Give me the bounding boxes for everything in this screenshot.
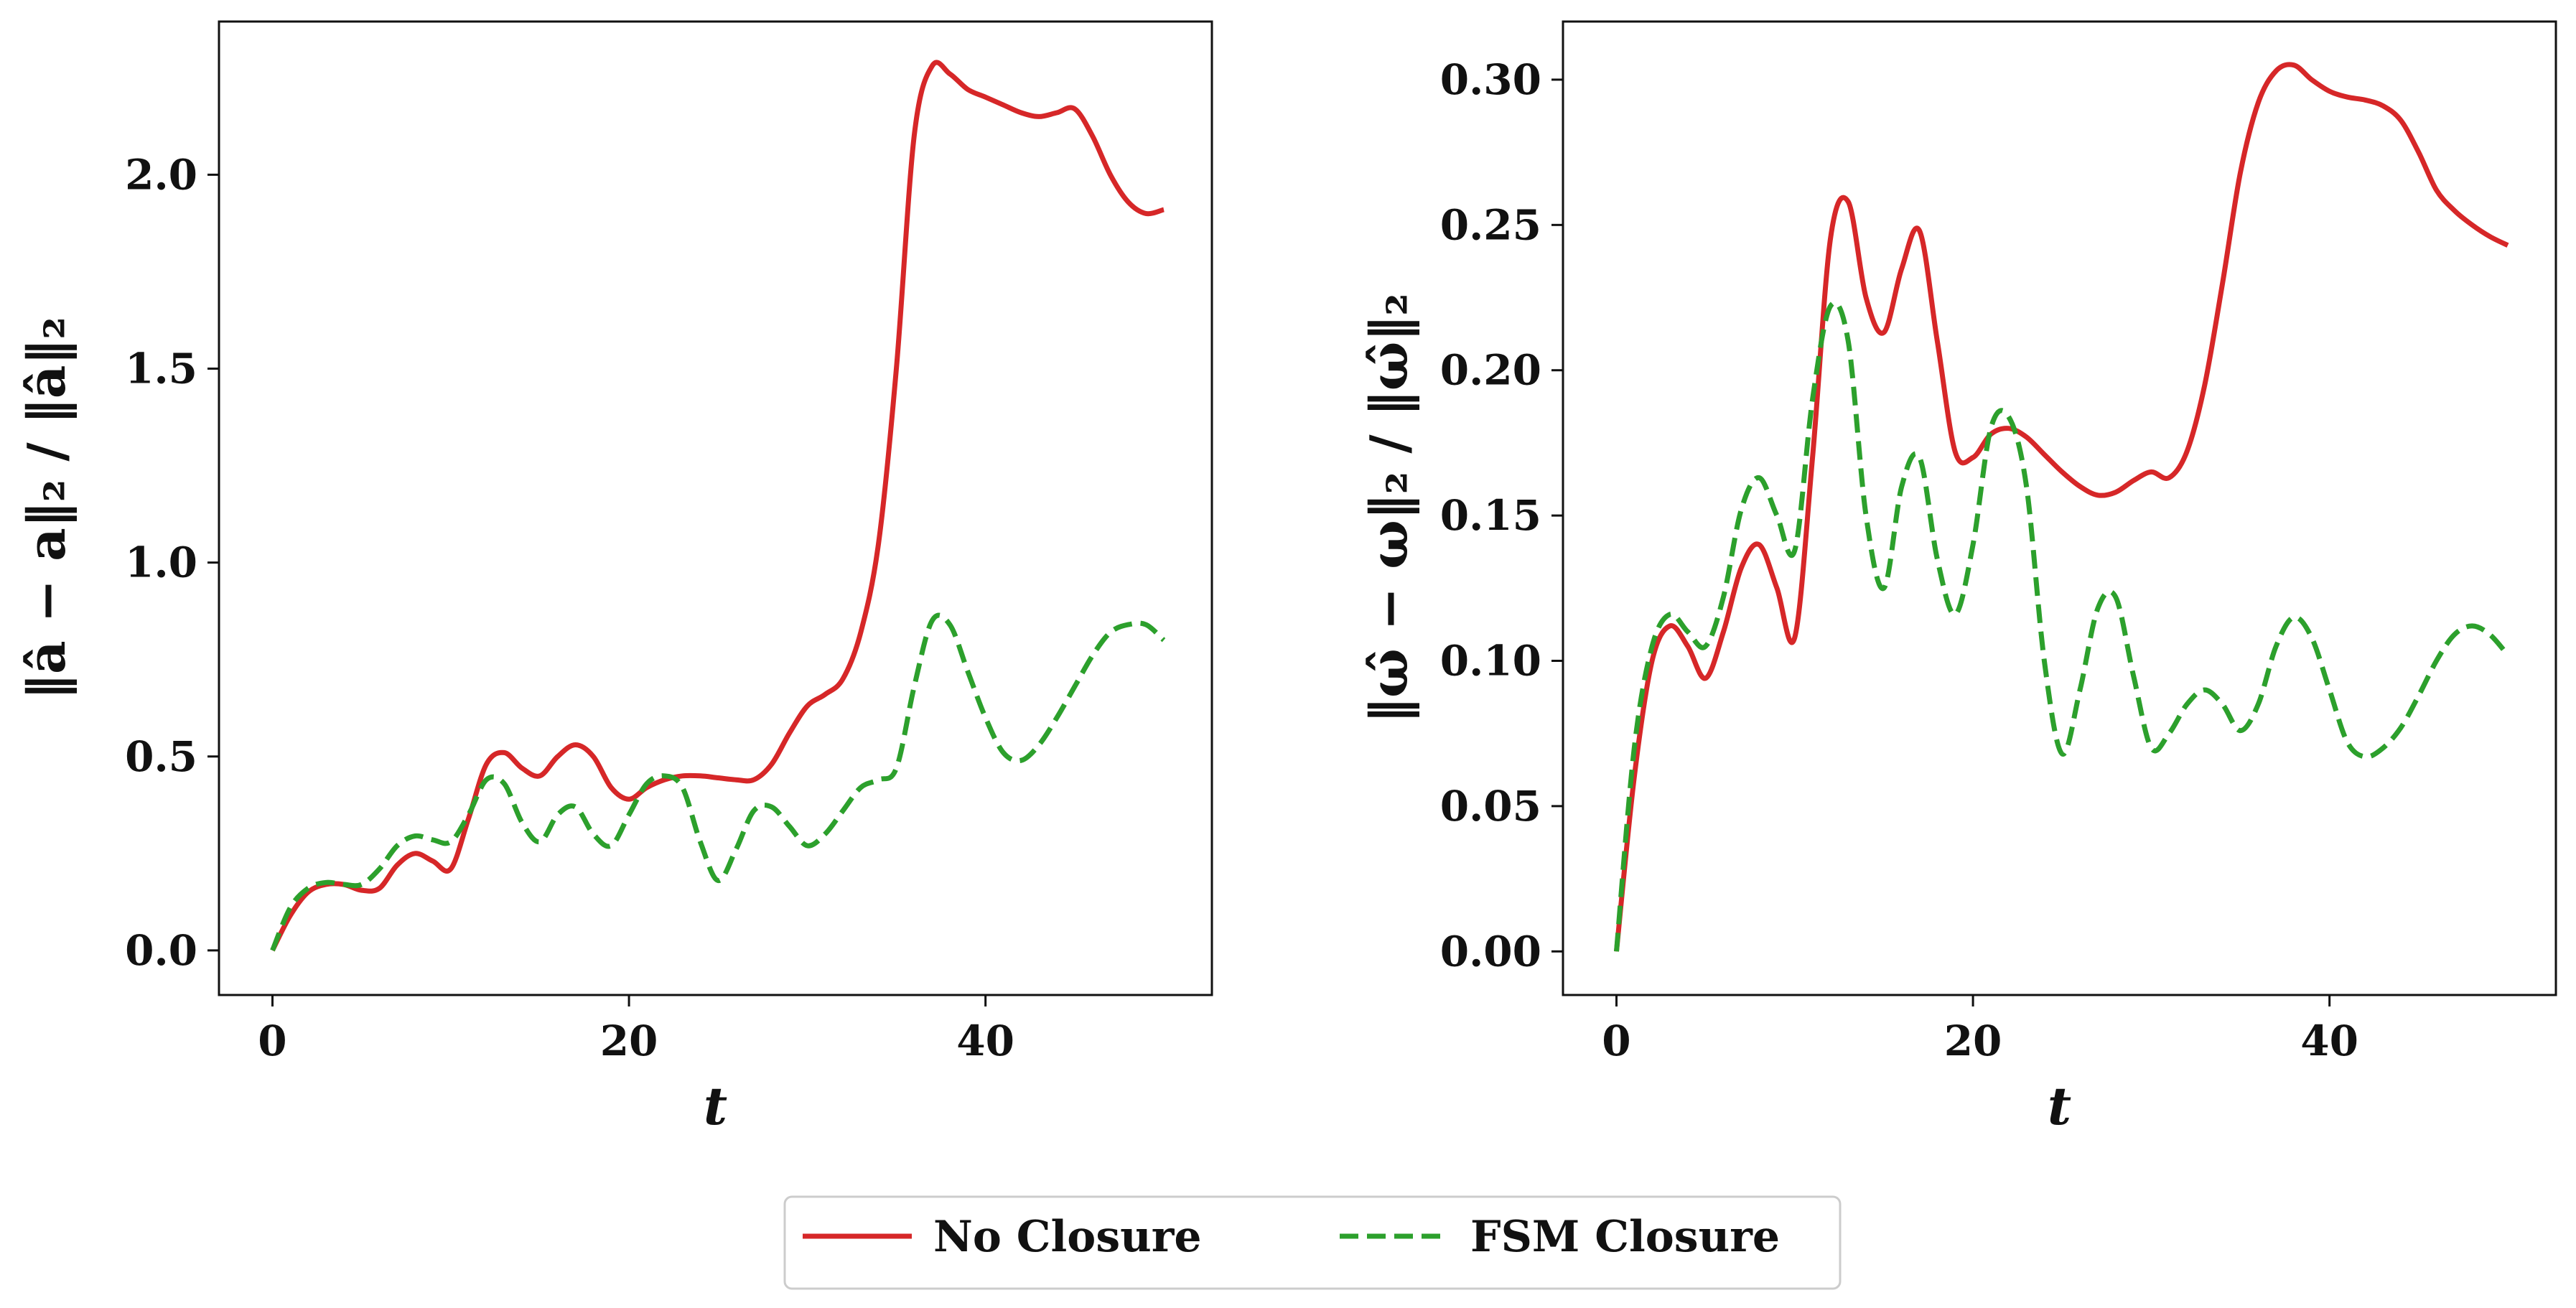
legend-frame <box>783 1195 1842 1290</box>
legend: No Closure FSM Closure <box>783 1195 1842 1290</box>
left-x-axis-label: t <box>704 1075 727 1136</box>
right-y-tick-label: 0.15 <box>1440 491 1541 540</box>
right-y-tick-label: 0.20 <box>1440 346 1541 395</box>
right-y-tick-label: 0.10 <box>1440 637 1541 686</box>
right-subplot: 0 20 40 0.00 0.05 0.10 0.15 0.20 0.25 0.30 t ‖ω̂ − … <box>1358 20 2557 1136</box>
legend-label-fsm-closure: FSM Closure <box>1470 1212 1780 1262</box>
right-x-tick-label: 20 <box>1944 1017 2002 1065</box>
left-x-tick-label: 20 <box>600 1017 658 1065</box>
left-y-tick-label: 1.0 <box>125 538 197 587</box>
left-x-tick-label: 40 <box>956 1017 1014 1065</box>
left-x-tick-label: 0 <box>258 1017 286 1065</box>
left-y-axis-label: ‖â − a‖₂ / ‖â‖₂ <box>16 317 77 700</box>
left-y-tick-label: 0.5 <box>125 732 197 781</box>
right-x-axis-label: t <box>2048 1075 2071 1136</box>
right-axes-frame <box>1562 20 2557 996</box>
right-y-tick-label: 0.00 <box>1440 927 1541 976</box>
left-y-tick-label: 0.0 <box>125 926 197 975</box>
left-y-tick-label: 2.0 <box>125 150 197 199</box>
right-x-tick-label: 40 <box>2300 1017 2358 1065</box>
legend-label-no-closure: No Closure <box>933 1212 1202 1262</box>
right-y-tick-label: 0.25 <box>1440 200 1541 249</box>
right-y-axis-label: ‖ω̂ − ω‖₂ / ‖ω̂‖₂ <box>1358 293 1419 724</box>
left-y-tick-label: 1.5 <box>125 345 197 393</box>
left-subplot: 0 20 40 0.0 0.5 1.0 1.5 2.0 t ‖â − a‖₂ / ‖â‖₂ <box>16 20 1213 1136</box>
right-y-tick-label: 0.05 <box>1440 782 1541 831</box>
right-series-fsm-closure-line <box>1614 300 2510 952</box>
right-x-tick-label: 0 <box>1602 1017 1630 1065</box>
left-series-no-closure-line <box>270 60 1165 952</box>
left-series-fsm-closure-line <box>270 612 1166 952</box>
right-y-tick-label: 0.30 <box>1440 55 1541 104</box>
left-axes-frame <box>218 20 1213 996</box>
right-series-no-closure-line <box>1614 62 2509 952</box>
